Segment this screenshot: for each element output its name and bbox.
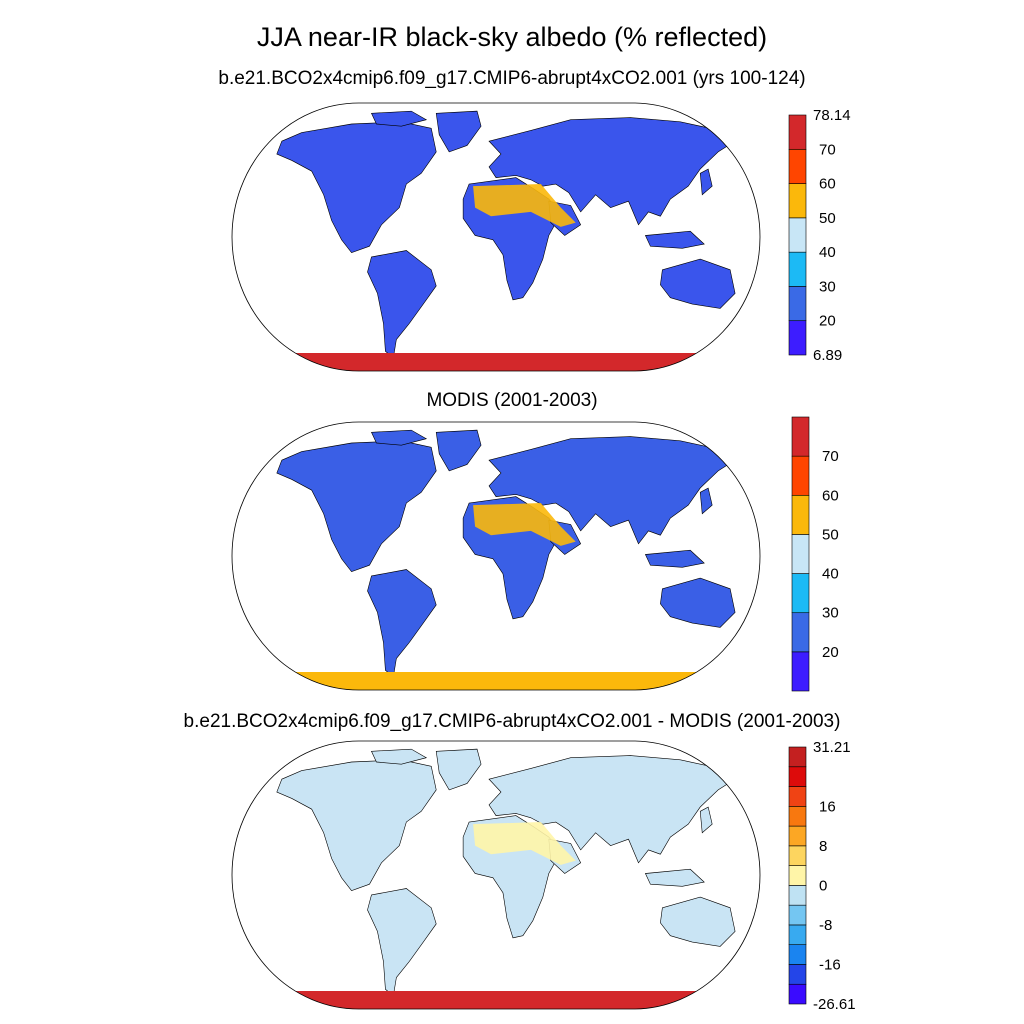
colorbar-label: 60 (822, 487, 839, 504)
land-masses (276, 748, 736, 997)
land-masses (276, 110, 736, 359)
colorbar-label: 40 (819, 244, 836, 261)
colorbar-segment (791, 455, 810, 496)
colorbar-segment (788, 944, 807, 965)
colorbar-segment (788, 806, 807, 827)
colorbar-label: 6.89 (813, 347, 842, 364)
colorbar-segment (788, 885, 807, 906)
panel-3-subtitle: b.e21.BCO2x4cmip6.f09_g17.CMIP6-abrupt4x… (183, 711, 841, 732)
colorbar-segment (788, 114, 807, 150)
colorbar-segment (788, 786, 807, 807)
map-outline (231, 740, 761, 1010)
colorbar-label: 50 (822, 526, 839, 543)
colorbar-segment (788, 251, 807, 287)
colorbar-label: 0 (819, 877, 827, 894)
colorbar-segment (788, 148, 807, 184)
colorbar-label: 20 (822, 644, 839, 661)
colorbar-1: 6.89 20 30 40 50 60 70 78.14 (788, 107, 851, 364)
colorbar-segment (788, 865, 807, 886)
colorbar-segment (788, 924, 807, 945)
sahara-region (473, 184, 576, 227)
colorbar-segment (788, 845, 807, 866)
colorbar-segment (791, 534, 810, 574)
colorbar-label: 78.14 (813, 107, 851, 124)
colorbar-label: 40 (822, 566, 839, 583)
colorbar-segment (788, 983, 807, 1005)
colorbar-segment (788, 183, 807, 219)
colorbar-label: 16 (819, 798, 836, 815)
colorbar-segment (788, 904, 807, 926)
sahara-region (473, 503, 576, 546)
colorbar-segment (791, 612, 810, 653)
colorbar-label: 31.21 (813, 739, 851, 756)
colorbar-label: 8 (819, 838, 827, 855)
panel-1-subtitle: b.e21.BCO2x4cmip6.f09_g17.CMIP6-abrupt4x… (218, 68, 806, 89)
map-panel-3 (231, 740, 761, 1010)
colorbar-label: -8 (819, 917, 832, 934)
map-outline (231, 102, 761, 372)
colorbar-label: 20 (819, 313, 836, 330)
colorbar-segment (791, 416, 810, 457)
antarctica-region (232, 353, 760, 371)
colorbar-label: 60 (819, 176, 836, 193)
colorbar-label: 50 (819, 210, 836, 227)
antarctica-region (232, 672, 760, 690)
colorbar-label: -16 (819, 956, 841, 973)
colorbar-segment (788, 217, 807, 253)
colorbar-segment (788, 766, 807, 787)
colorbar-segment (788, 286, 807, 322)
antarctica-region (232, 991, 760, 1009)
colorbar-label: -26.61 (813, 996, 856, 1013)
colorbar-label: 30 (822, 605, 839, 622)
panel-2-subtitle: MODIS (2001-2003) (426, 390, 598, 411)
map-panel-1 (231, 102, 761, 372)
land-masses (276, 429, 736, 678)
colorbar-segment (788, 964, 807, 985)
colorbar-segment (788, 825, 807, 847)
colorbar-label: 70 (822, 448, 839, 465)
colorbar-3: -26.61 -16 -8 0 8 16 31.21 (788, 739, 856, 1013)
figure-title: JJA near-IR black-sky albedo (% reflecte… (256, 22, 768, 52)
map-outline (231, 421, 761, 691)
colorbar-label: 30 (819, 278, 836, 295)
colorbar-2: 20 30 40 50 60 70 (791, 416, 839, 692)
colorbar-segment (788, 746, 807, 768)
map-panel-2 (231, 421, 761, 691)
sahara-region (473, 822, 576, 865)
colorbar-segment (791, 651, 810, 692)
colorbar-segment (788, 320, 807, 356)
colorbar-segment (791, 573, 810, 614)
colorbar-segment (791, 494, 810, 535)
colorbar-label: 70 (819, 141, 836, 158)
